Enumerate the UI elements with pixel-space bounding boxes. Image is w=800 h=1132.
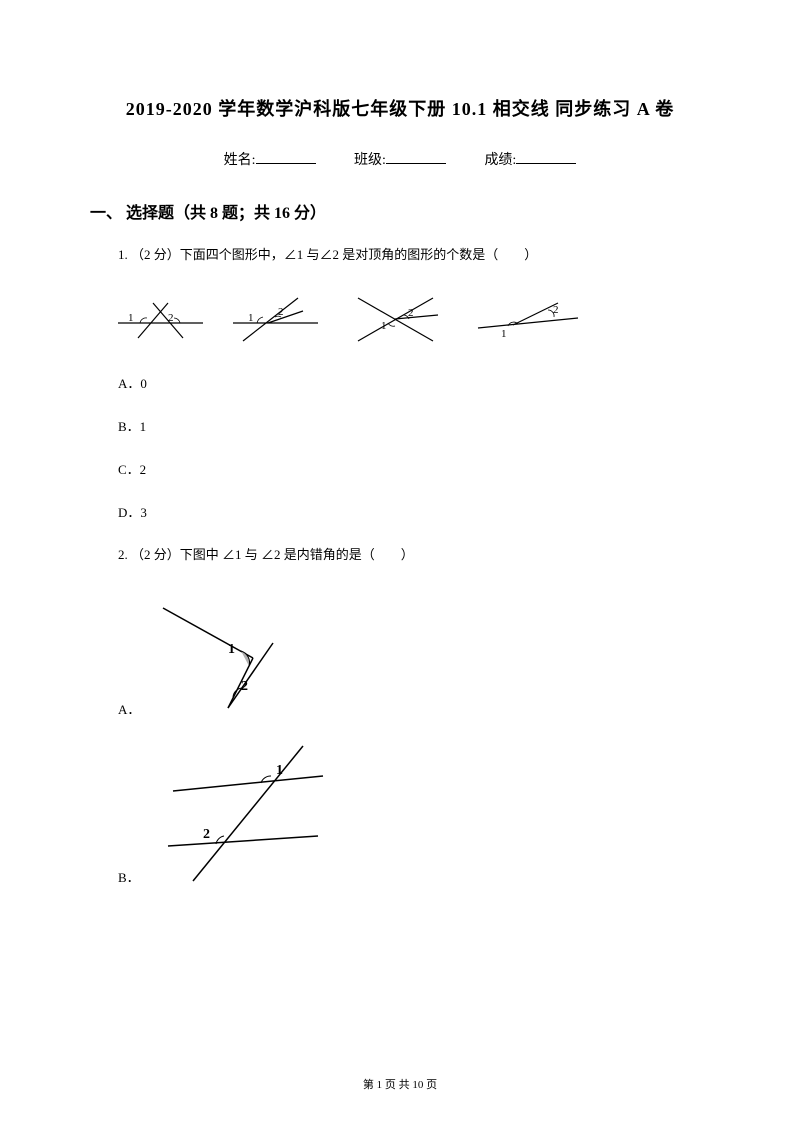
svg-text:1: 1 [248,312,254,324]
q1-text: 下面四个图形中，∠1 与∠2 是对顶角的图形的个数是（ ） [180,247,538,262]
q2-option-a: A． [118,699,140,718]
q2-text: 下图中 ∠1 与 ∠2 是内错角的是（ ） [180,547,414,562]
name-label: 姓名: [224,153,256,168]
svg-text:1: 1 [128,312,134,324]
section-title: 选择题（共 8 题；共 16 分） [126,205,326,222]
q1-option-b: B．1 [118,416,710,435]
score-blank [516,163,576,164]
q2-option-b-row: B． 1 2 [118,736,710,886]
class-blank [386,163,446,164]
q2-option-b: B． [118,867,140,886]
q2-figure-b: 1 2 [148,736,348,886]
svg-text:2: 2 [241,679,248,694]
q2-options: A． 1 2 B． 1 2 [118,588,710,886]
q1-diagram-svg: 1 2 1 2 1 2 1 [118,288,598,343]
svg-text:1: 1 [276,763,283,778]
svg-text:1: 1 [501,328,507,340]
question-1: 1. （2 分）下面四个图形中，∠1 与∠2 是对顶角的图形的个数是（ ） [118,245,710,266]
q1-option-c: C．2 [118,459,710,478]
svg-text:2: 2 [203,827,210,842]
section-number: 一、 [90,205,122,222]
svg-text:2: 2 [168,312,174,324]
class-label: 班级: [354,153,386,168]
q2-number: 2. [118,547,128,562]
page-title: 2019-2020 学年数学沪科版七年级下册 10.1 相交线 同步练习 A 卷 [90,95,710,121]
form-fields: 姓名: 班级: 成绩: [90,149,710,169]
page-footer: 第 1 页 共 10 页 [0,1076,800,1092]
q1-options: A．0 B．1 C．2 D．3 [118,373,710,521]
q2-points: （2 分） [131,547,180,562]
q1-option-d: D．3 [118,502,710,521]
name-blank [256,163,316,164]
q1-figures: 1 2 1 2 1 2 1 [118,288,710,348]
q2-option-a-row: A． 1 2 [118,588,710,718]
score-label: 成绩: [484,153,516,168]
svg-text:1: 1 [381,320,387,332]
svg-text:2: 2 [408,307,414,319]
q1-option-a: A．0 [118,373,710,392]
q2-figure-a: 1 2 [148,588,318,718]
q1-number: 1. [118,247,128,262]
section-header: 一、 选择题（共 8 题；共 16 分） [90,199,710,223]
question-2: 2. （2 分）下图中 ∠1 与 ∠2 是内错角的是（ ） [118,545,710,566]
q1-points: （2 分） [131,247,180,262]
svg-text:1: 1 [228,642,235,657]
